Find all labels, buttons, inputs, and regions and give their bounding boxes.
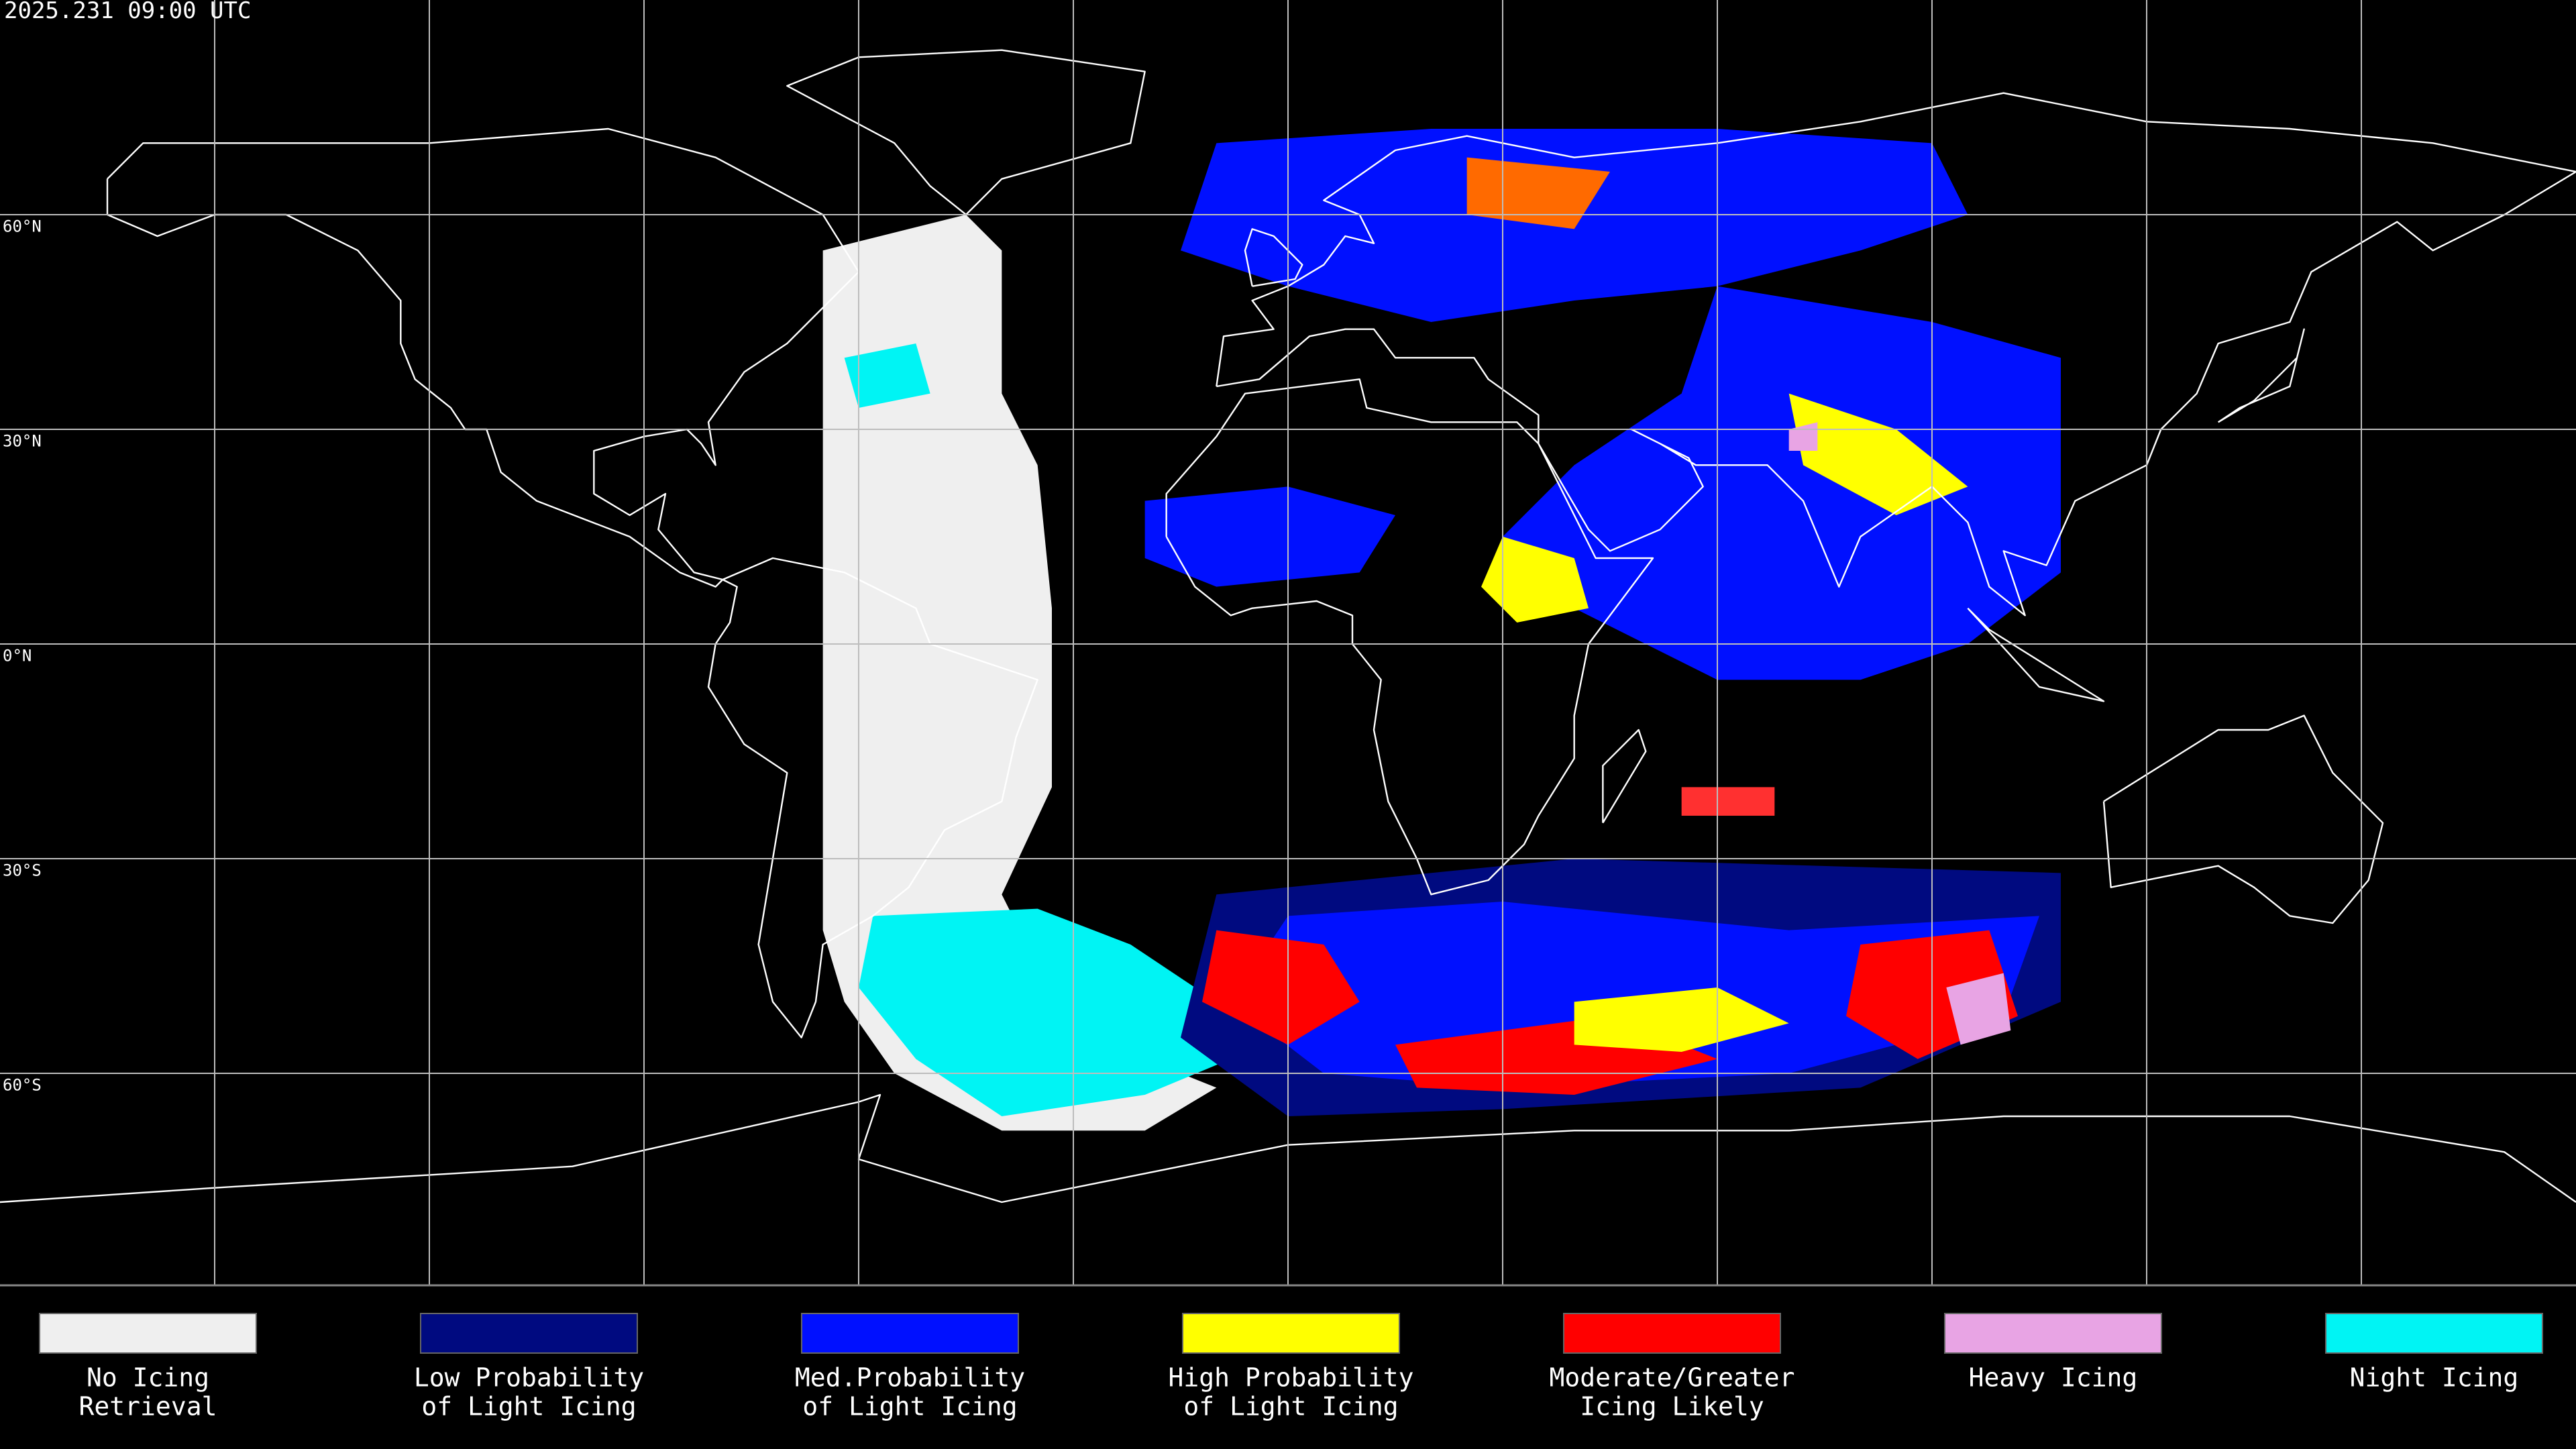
coastline xyxy=(1603,730,1646,823)
legend-label: of Light Icing xyxy=(802,1392,1017,1421)
legend-swatch xyxy=(39,1313,257,1354)
timestamp: 2025.231 09:00 UTC xyxy=(4,0,251,24)
coastline xyxy=(1167,379,1653,894)
latitude-label: 60°S xyxy=(3,1076,42,1095)
legend-label: Med.Probability xyxy=(795,1363,1025,1393)
latitude-label: 30°N xyxy=(3,432,42,451)
high-icing-area xyxy=(1574,987,1789,1053)
legend-label: of Light Icing xyxy=(421,1392,636,1421)
coastline xyxy=(1216,93,2576,616)
latitude-label: 0°N xyxy=(3,647,32,665)
legend-swatch xyxy=(420,1313,638,1354)
heavy-icing-area xyxy=(1946,973,2011,1045)
legend-label: Moderate/Greater xyxy=(1549,1363,1794,1393)
coastline xyxy=(708,558,1038,1038)
coastline xyxy=(2104,716,2383,923)
latitude-label: 30°S xyxy=(3,861,42,880)
coastline xyxy=(1968,608,2104,702)
latitude-label: 60°N xyxy=(3,217,42,236)
legend-label: Low Probability xyxy=(414,1363,644,1393)
high-icing-area xyxy=(1788,393,1968,515)
no-icing-area xyxy=(822,214,1217,1131)
legend-label: Retrieval xyxy=(79,1392,217,1421)
legend-swatch xyxy=(2325,1313,2543,1354)
coastline xyxy=(787,50,1144,215)
legend-label: No Icing xyxy=(87,1363,209,1393)
legend-label: Night Icing xyxy=(2350,1363,2519,1393)
high-icing-area xyxy=(1481,536,1589,623)
legend-label: of Light Icing xyxy=(1183,1392,1398,1421)
coastline xyxy=(0,1095,2576,1202)
graticule: 60°N 30°N 0°N 30°S 60°S xyxy=(0,0,2576,1285)
legend-label: Icing Likely xyxy=(1580,1392,1764,1421)
legend-swatch xyxy=(1182,1313,1400,1354)
coastline xyxy=(2218,329,2304,423)
moderate-icing-area xyxy=(1201,930,1360,1045)
legend-swatch xyxy=(1563,1313,1781,1354)
legend-label: High Probability xyxy=(1168,1363,1413,1393)
legend-swatch xyxy=(801,1313,1019,1354)
coastline xyxy=(107,129,859,587)
moderate-icing-area xyxy=(1681,787,1775,816)
med-icing-area xyxy=(1144,486,1396,587)
night-icing-area xyxy=(858,908,1231,1117)
legend-label: Heavy Icing xyxy=(1969,1363,2138,1393)
night-icing-area xyxy=(844,343,930,408)
legend-swatch xyxy=(1944,1313,2162,1354)
med-icing-area xyxy=(1503,286,2061,680)
coastline xyxy=(1245,229,1302,286)
